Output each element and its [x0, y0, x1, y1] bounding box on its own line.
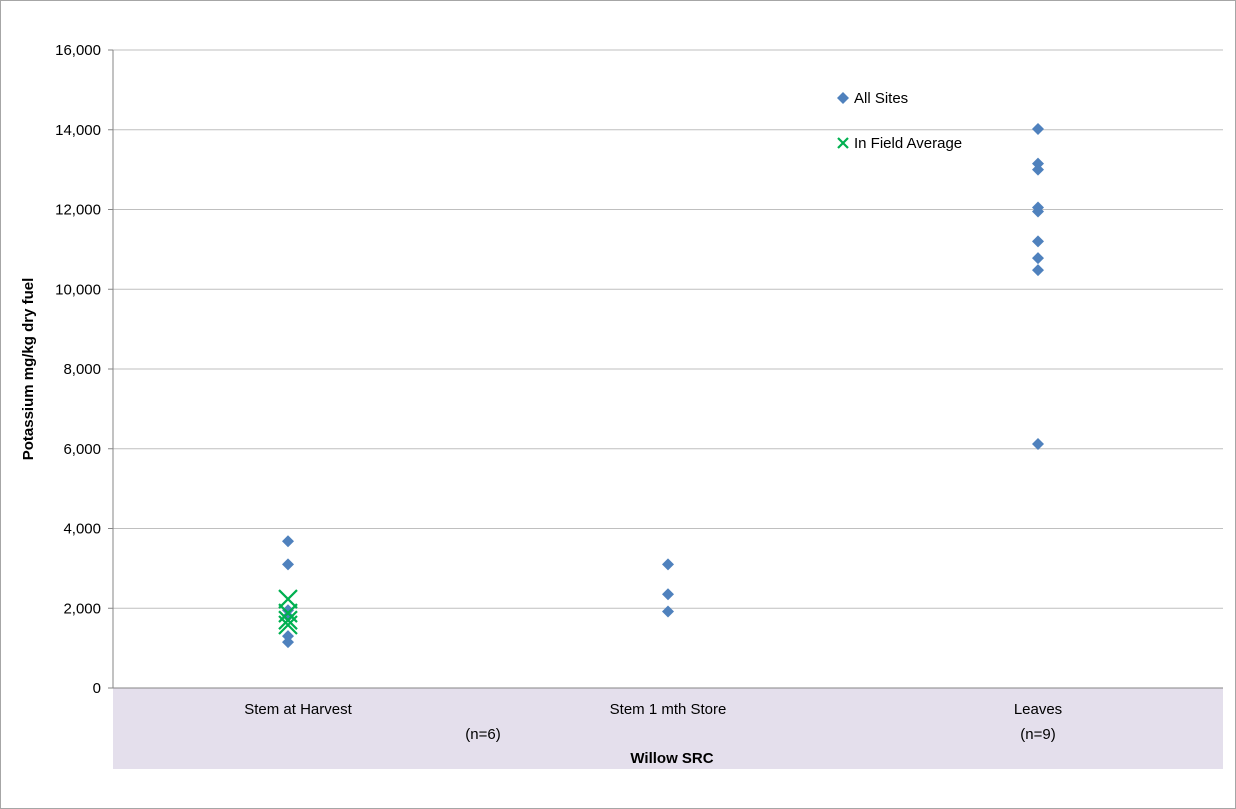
y-tick-label: 6,000: [63, 441, 101, 458]
data-point-diamond: [1032, 205, 1044, 218]
data-point-x: [278, 589, 298, 609]
data-point-diamond: [662, 588, 674, 601]
y-tick-label: 2,000: [63, 600, 101, 617]
data-point-x: [278, 610, 298, 630]
legend-x-marker: [837, 137, 849, 149]
y-tick-label: 10,000: [55, 281, 101, 298]
data-point-diamond: [662, 605, 674, 618]
category-labels: Stem at Harvest Stem 1 mth Store (n=6) Leav…: [244, 701, 1062, 743]
data-point-diamond: [1032, 163, 1044, 176]
data-point-x: [278, 615, 298, 635]
legend-item-in-field-average: In Field Average: [837, 135, 962, 152]
x-axis-title: Willow SRC: [630, 750, 713, 767]
data-point-diamond: [282, 636, 294, 649]
legend: All Sites In Field Average: [837, 90, 962, 152]
y-tick-label: 16,000: [55, 42, 101, 59]
category-note: (n=9): [1020, 726, 1055, 743]
y-tick-labels: 0 2,000 4,000 6,000 8,000 10,000 12,000 14,000 1…: [55, 42, 113, 697]
category-label: Stem at Harvest: [244, 701, 352, 718]
legend-label-in-field-average: In Field Average: [854, 135, 962, 152]
y-tick-label: 4,000: [63, 521, 101, 538]
data-point-diamond: [282, 558, 294, 571]
legend-item-all-sites: All Sites: [837, 90, 908, 107]
legend-label-all-sites: All Sites: [854, 90, 908, 107]
data-point-diamond: [1032, 122, 1044, 135]
y-tick-label: 14,000: [55, 122, 101, 139]
y-tick-label: 8,000: [63, 361, 101, 378]
data-point-diamond: [282, 610, 294, 623]
category-axis-band: [113, 688, 1223, 769]
data-point-diamond: [662, 558, 674, 571]
y-axis-title: Potassium mg/kg dry fuel: [20, 278, 37, 461]
data-point-diamond: [1032, 437, 1044, 450]
category-note: (n=6): [465, 726, 500, 743]
legend-diamond-marker: [837, 92, 849, 104]
gridlines: [113, 49, 1223, 609]
data-points: [278, 122, 1044, 649]
category-label: Stem 1 mth Store: [610, 701, 727, 718]
y-tick-label: 0: [93, 680, 101, 697]
data-point-diamond: [282, 535, 294, 548]
data-point-diamond: [1032, 235, 1044, 248]
data-point-diamond: [1032, 264, 1044, 277]
y-tick-label: 12,000: [55, 202, 101, 219]
category-label: Leaves: [1014, 701, 1062, 718]
data-point-diamond: [1032, 252, 1044, 265]
